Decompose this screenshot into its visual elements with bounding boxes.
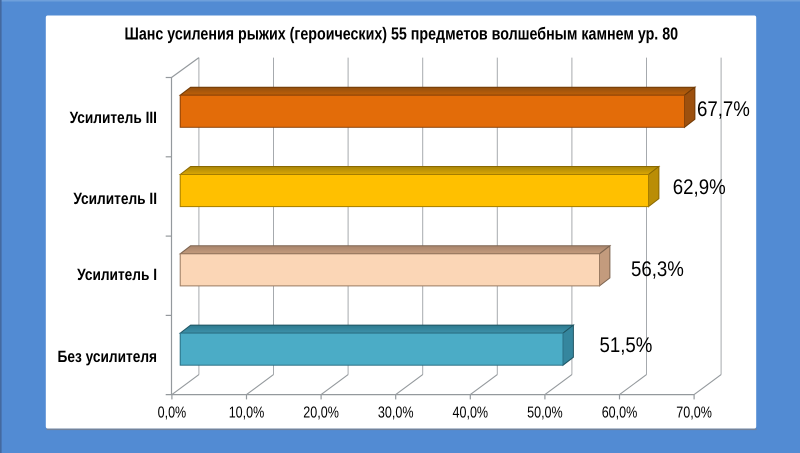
svg-text:Без усилителя: Без усилителя <box>58 348 157 366</box>
svg-text:Усилитель I: Усилитель I <box>77 266 157 284</box>
svg-text:40,0%: 40,0% <box>453 405 489 422</box>
svg-text:67,7%: 67,7% <box>697 98 750 121</box>
svg-text:10,0%: 10,0% <box>229 405 265 422</box>
svg-text:51,5%: 51,5% <box>600 334 653 357</box>
svg-text:Усилитель II: Усилитель II <box>73 190 157 208</box>
svg-text:60,0%: 60,0% <box>602 405 638 422</box>
svg-text:62,9%: 62,9% <box>673 176 726 199</box>
svg-text:50,0%: 50,0% <box>527 405 563 422</box>
svg-text:0,0%: 0,0% <box>158 405 187 422</box>
svg-text:20,0%: 20,0% <box>303 405 339 422</box>
svg-text:Шанс усиления рыжих (героическ: Шанс усиления рыжих (героических) 55 пре… <box>125 24 679 44</box>
svg-text:30,0%: 30,0% <box>378 405 414 422</box>
svg-text:56,3%: 56,3% <box>631 258 684 281</box>
svg-text:70,0%: 70,0% <box>676 405 712 422</box>
svg-text:Усилитель III: Усилитель III <box>70 109 157 127</box>
